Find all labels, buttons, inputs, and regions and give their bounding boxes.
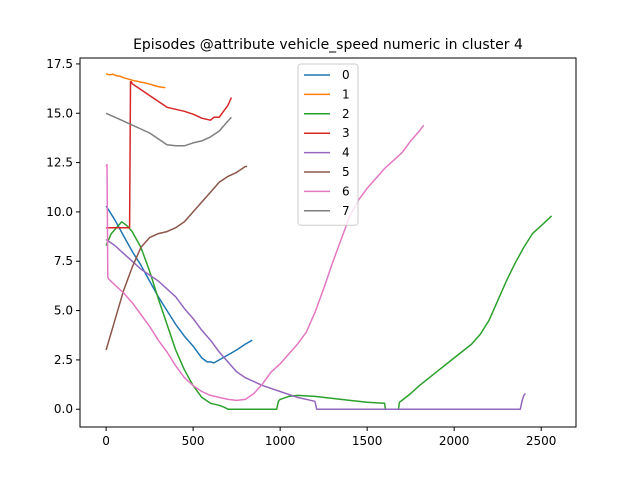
legend-label-1: 1 <box>342 87 350 101</box>
x-tick-label: 0 <box>102 434 110 448</box>
y-tick-label: 12.5 <box>46 156 73 170</box>
series-lines <box>105 73 553 410</box>
x-tick-label: 1000 <box>265 434 296 448</box>
x-tick-label: 1500 <box>352 434 383 448</box>
series-line-5 <box>105 165 248 351</box>
series-line-3 <box>106 80 233 229</box>
y-axis: 0.0 2.5 5.0 7.5 10.0 12.5 15.0 17.5 <box>46 57 80 416</box>
chart-title: Episodes @attribute vehicle_speed numeri… <box>133 37 523 53</box>
y-tick-label: 17.5 <box>46 57 73 71</box>
y-tick-label: 0.0 <box>54 402 73 416</box>
legend-label-4: 4 <box>342 146 350 160</box>
series-line-0 <box>105 205 253 364</box>
series-line-4 <box>105 238 527 410</box>
legend-label-0: 0 <box>342 68 350 82</box>
series-line-7 <box>105 112 232 147</box>
x-tick-label: 500 <box>182 434 205 448</box>
legend-label-7: 7 <box>342 204 350 218</box>
plot-area-frame <box>79 57 577 428</box>
y-tick-label: 10.0 <box>46 205 73 219</box>
series-line-2 <box>105 215 553 410</box>
legend-label-2: 2 <box>342 107 350 121</box>
legend: 0 1 2 3 4 5 6 7 <box>297 63 359 226</box>
legend-label-5: 5 <box>342 165 350 179</box>
y-tick-label: 15.0 <box>46 106 73 120</box>
x-axis: 0 500 1000 1500 2000 2500 <box>102 427 556 448</box>
series-line-6 <box>105 124 425 402</box>
y-tick-label: 7.5 <box>54 254 73 268</box>
x-tick-label: 2500 <box>526 434 557 448</box>
y-tick-label: 5.0 <box>54 304 73 318</box>
series-line-1 <box>105 73 166 89</box>
legend-label-6: 6 <box>342 184 350 198</box>
y-tick-label: 2.5 <box>54 353 73 367</box>
x-tick-label: 2000 <box>439 434 470 448</box>
legend-label-3: 3 <box>342 126 350 140</box>
legend-box <box>297 63 359 226</box>
